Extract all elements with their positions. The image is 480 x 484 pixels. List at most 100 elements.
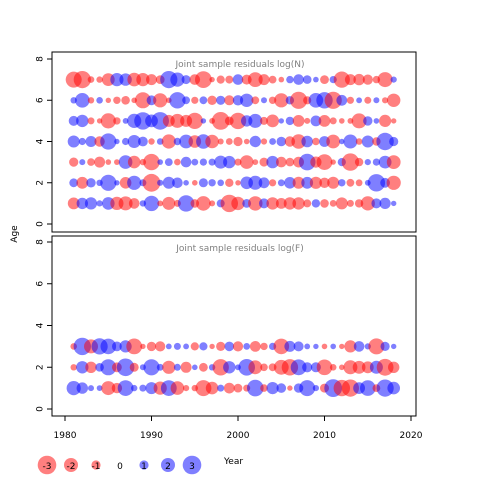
y-tick-label: 0 xyxy=(36,406,46,412)
logN-bubble xyxy=(86,178,96,188)
logN-bubble xyxy=(373,97,380,104)
logF-bubble xyxy=(329,364,337,371)
logF-bubble xyxy=(247,379,264,397)
logN-bubble xyxy=(258,74,270,86)
logF-bubble xyxy=(266,382,279,395)
logF-bubble xyxy=(183,385,190,392)
logN-bubble xyxy=(320,75,329,84)
logN-bubble xyxy=(327,176,340,189)
logF-bubble xyxy=(131,384,138,392)
logN-bubble xyxy=(379,197,391,209)
logN-bubble xyxy=(181,75,191,85)
logN-bubble xyxy=(329,200,337,207)
logN-bubble xyxy=(248,113,263,128)
logF-bubble xyxy=(380,341,390,351)
logN-bubble xyxy=(391,118,397,124)
logN-bubble xyxy=(100,113,116,129)
logF-bubble xyxy=(116,358,135,377)
logN-bubble xyxy=(259,157,269,167)
logF-bubble xyxy=(76,382,89,394)
legend-label: -3 xyxy=(43,462,52,472)
logN-bubble xyxy=(105,159,112,165)
logF-bubble xyxy=(321,343,328,350)
logF-bubble xyxy=(276,383,287,393)
logF-bubble xyxy=(260,342,268,351)
logN-bubble xyxy=(269,179,277,187)
logN-bubble xyxy=(127,155,141,169)
logN-bubble xyxy=(361,135,374,148)
logN-bubble xyxy=(330,159,336,165)
logN-bubble xyxy=(346,96,354,104)
logN-bubble xyxy=(269,138,276,145)
y-axis-title: Age xyxy=(10,225,20,243)
logN-bubble xyxy=(199,96,208,105)
logF-bubble xyxy=(223,382,235,394)
logF-bubble xyxy=(129,362,139,372)
logF-bubble xyxy=(139,384,147,392)
logN-bubble xyxy=(110,73,124,87)
logF-bubble xyxy=(100,338,117,355)
logN-bubble xyxy=(164,158,173,167)
logF-bubble xyxy=(249,341,261,352)
logN-bubble xyxy=(162,196,176,210)
logN-bubble xyxy=(157,200,164,207)
logN-bubble xyxy=(372,158,380,166)
logN-bubble xyxy=(170,113,185,128)
x-tick-label: 2010 xyxy=(313,431,336,441)
y-tick-label: 0 xyxy=(36,221,46,227)
y-tick-label: 6 xyxy=(36,281,46,287)
logF-bubble xyxy=(209,343,215,350)
logN-bubble xyxy=(114,138,120,145)
logN-bubble xyxy=(278,76,285,83)
logN-bubble xyxy=(192,180,198,186)
logF-bubble xyxy=(312,385,319,392)
logN-bubble xyxy=(276,136,287,147)
logN-bubble xyxy=(386,175,401,190)
logN-bubble xyxy=(376,132,394,151)
logF-bubble xyxy=(313,343,319,350)
logN-bubble xyxy=(216,95,226,105)
legend-bubble xyxy=(91,460,101,470)
logN-bubble xyxy=(87,76,95,83)
logF-bubble xyxy=(170,381,185,395)
logN-bubble xyxy=(335,197,348,210)
logN-bubble xyxy=(146,74,157,86)
logN-bubble xyxy=(118,196,133,211)
x-tick-label: 2020 xyxy=(400,431,423,441)
logN-bubble xyxy=(170,72,185,87)
logF-bubble xyxy=(248,360,263,375)
logF-bubble xyxy=(165,343,172,350)
y-axis-logF: 0 2 4 6 8 xyxy=(36,239,52,412)
logF-bubble xyxy=(205,381,219,395)
logF-bubble xyxy=(100,359,117,376)
logN-bubble xyxy=(382,97,389,104)
logF-bubble xyxy=(173,342,181,350)
logN-bubble xyxy=(156,138,164,145)
legend-bubble xyxy=(161,458,175,472)
legend-bubble xyxy=(139,460,149,470)
logF-bubble xyxy=(293,341,304,352)
logN-bubble xyxy=(174,158,181,166)
logN-bubble xyxy=(78,137,86,146)
y-axis-logN: 0 2 4 6 8 xyxy=(36,56,52,227)
logN-bubble xyxy=(320,199,329,208)
y-tick-label: 8 xyxy=(36,239,46,245)
logN-bubble xyxy=(302,75,312,84)
logN-bubble xyxy=(225,75,234,84)
logN-bubble xyxy=(214,155,228,169)
x-tick-label: 2000 xyxy=(227,431,250,441)
logF-bubble xyxy=(316,359,333,376)
logN-bubble xyxy=(122,118,129,124)
logN-bubble xyxy=(127,175,142,190)
logN-bubble xyxy=(229,112,247,130)
logN-bubble xyxy=(177,195,195,212)
logF-bubble xyxy=(302,362,313,373)
logN-bubble xyxy=(275,198,287,209)
logF-bubble xyxy=(260,363,268,372)
logN-bubble xyxy=(138,136,148,147)
logF-bubble xyxy=(216,341,226,351)
logN-bubble xyxy=(67,135,80,148)
bubbles-logF xyxy=(66,337,401,397)
logN-bubble xyxy=(301,135,314,148)
logN-bubble xyxy=(127,135,141,148)
